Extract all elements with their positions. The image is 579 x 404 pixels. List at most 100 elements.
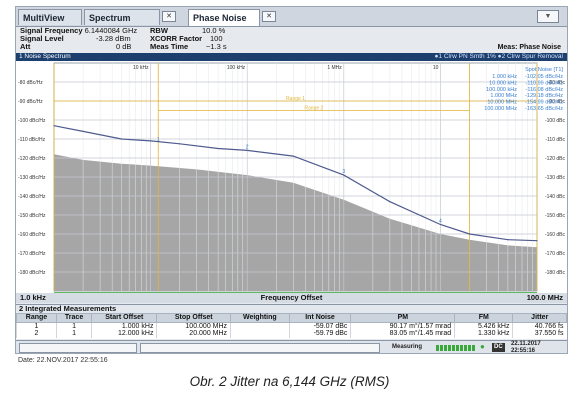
y-tick-label: -110 dBc/Hz bbox=[18, 137, 46, 143]
spot-noise-offset: 100.000 MHz bbox=[484, 106, 517, 112]
x-tick-label: 10 kHz bbox=[133, 65, 149, 71]
y-tick-label-right: -120 dBc bbox=[545, 156, 566, 162]
trace-point bbox=[150, 140, 152, 142]
rbw-value: 10.0 % bbox=[202, 26, 226, 35]
trace-point bbox=[292, 155, 294, 157]
trace-point-label: 4 bbox=[439, 219, 442, 225]
meas-time-value: ~1.3 s bbox=[206, 42, 227, 51]
x-tick-label: 100 kHz bbox=[227, 65, 246, 71]
spot-noise-value: -154.99 dBc/Hz bbox=[525, 100, 563, 106]
diagram-title: 1 Noise Spectrum bbox=[19, 53, 71, 60]
close-icon[interactable]: ✕ bbox=[262, 11, 276, 22]
y-tick-label-right: -110 dBc bbox=[545, 137, 565, 143]
figure-caption: Obr. 2 Jitter na 6,144 GHz (RMS) bbox=[189, 374, 390, 389]
spot-noise-value: -102.05 dBc/Hz bbox=[525, 74, 563, 80]
status-field bbox=[19, 343, 137, 353]
table-cell: 12.000 kHz bbox=[91, 330, 157, 338]
y-tick-label-right: -180 dBc bbox=[545, 270, 566, 276]
table-cell: 5.426 kHz bbox=[454, 322, 513, 330]
col-header: Weighting bbox=[230, 313, 290, 323]
table-cell: 1.330 kHz bbox=[454, 330, 513, 338]
signal-info: Signal Frequency 6.1440084 GHz Signal Le… bbox=[20, 27, 140, 53]
tab-bar: MultiView Spectrum ✕ Phase Noise ✕ ▼ bbox=[16, 7, 567, 27]
activity-icon: ● bbox=[480, 342, 485, 351]
table-cell: -59.07 dBc bbox=[288, 322, 351, 330]
phase-noise-chart: -80 dBc/Hz -80 dBc -90 dBc/Hz -90 dBc -100 d… bbox=[18, 62, 566, 296]
trace-point bbox=[468, 233, 471, 235]
col-header: Jitter bbox=[512, 313, 567, 323]
trace-point bbox=[389, 201, 391, 203]
trace-point bbox=[536, 240, 538, 242]
trace-point-label: 2 bbox=[246, 144, 249, 150]
analyzer-screen: MultiView Spectrum ✕ Phase Noise ✕ ▼ Sig… bbox=[15, 6, 568, 354]
spot-noise-value: -116.08 dBc/Hz bbox=[525, 87, 563, 93]
y-tick-label: -160 dBc/Hz bbox=[18, 232, 46, 238]
integrated-title: 2 Integrated Measurements bbox=[16, 305, 567, 313]
table-cell: 20.000 MHz bbox=[156, 330, 231, 338]
col-header: Start Offset bbox=[91, 313, 158, 323]
y-tick-label: -170 dBc/Hz bbox=[18, 251, 46, 257]
y-tick-label: -80 dBc/Hz bbox=[18, 80, 43, 86]
range-marker-label: Range 1 bbox=[286, 96, 305, 102]
trace-point bbox=[120, 138, 123, 140]
x-stop-label: 100.0 MHz bbox=[526, 293, 563, 302]
tab-phase-noise[interactable]: Phase Noise bbox=[188, 9, 260, 26]
integrated-measurements: 2 Integrated Measurements Range Trace St… bbox=[16, 304, 567, 339]
table-cell bbox=[230, 322, 290, 330]
trace-point bbox=[343, 174, 345, 176]
signal-level-value: -3.28 dBm bbox=[96, 34, 131, 43]
date-line: Date: 22.NOV.2017 22:55:16 bbox=[18, 357, 108, 364]
spot-noise-offset: 100.000 kHz bbox=[486, 87, 517, 93]
table-row[interactable]: 1 1 1.000 kHz 100.000 MHz -59.07 dBc 90.… bbox=[16, 322, 567, 330]
col-header: PM bbox=[350, 313, 456, 323]
table-cell bbox=[230, 330, 290, 338]
status-field bbox=[140, 343, 380, 353]
signal-frequency-label: Signal Frequency bbox=[20, 26, 83, 35]
spot-noise-value: -163.65 dBc/Hz bbox=[525, 106, 563, 112]
y-tick-label-right: -80 dBc bbox=[548, 80, 566, 86]
range-marker-label: Range 2 bbox=[304, 106, 323, 112]
trace-point bbox=[439, 223, 441, 226]
y-tick-label-right: -170 dBc bbox=[545, 251, 566, 257]
trace-point bbox=[217, 147, 219, 150]
table-cell: -59.79 dBc bbox=[288, 330, 351, 338]
spot-noise-offset: 1.000 MHz bbox=[490, 93, 517, 99]
tab-multiview[interactable]: MultiView bbox=[18, 9, 82, 25]
trace-point-label: 3 bbox=[342, 169, 345, 175]
table-cell: 90.17 m°/1.57 mrad bbox=[350, 322, 455, 330]
spot-noise-value: -110.99 dBc/Hz bbox=[525, 80, 563, 86]
table-cell: 2 bbox=[16, 330, 57, 338]
noise-floor-area bbox=[54, 154, 537, 291]
y-tick-label-right: -100 dBc bbox=[545, 118, 566, 124]
spot-noise-title: Spot Noise [T1] bbox=[525, 67, 563, 73]
signal-frequency-value: 6.1440084 GHz bbox=[84, 26, 138, 35]
phase-noise-trace bbox=[53, 125, 538, 242]
trace-point bbox=[53, 125, 55, 127]
y-tick-label: -120 dBc/Hz bbox=[18, 156, 46, 162]
y-tick-label-right: -130 dBc bbox=[545, 175, 566, 181]
chevron-down-icon[interactable]: ▼ bbox=[537, 10, 559, 23]
y-tick-label: -140 dBc/Hz bbox=[18, 194, 46, 200]
y-tick-label: -130 dBc/Hz bbox=[18, 175, 46, 181]
spot-noise-offset: 10.000 kHz bbox=[489, 80, 517, 86]
xcorr-value: 100 bbox=[210, 34, 223, 43]
y-tick-label: -150 dBc/Hz bbox=[18, 213, 46, 219]
table-header-row: Range Trace Start Offset Stop Offset Wei… bbox=[16, 313, 567, 323]
y-tick-label: -90 dBc/Hz bbox=[18, 99, 43, 105]
spot-noise-value: -129.18 dBc/Hz bbox=[525, 93, 563, 99]
table-cell: 1 bbox=[55, 330, 92, 338]
phase-noise-plot[interactable]: -80 dBc/Hz -80 dBc -90 dBc/Hz -90 dBc -100 d… bbox=[16, 61, 567, 297]
tab-spectrum[interactable]: Spectrum bbox=[84, 9, 160, 25]
integrated-table: Range Trace Start Offset Stop Offset Wei… bbox=[16, 313, 567, 338]
x-start-label: 1.0 kHz bbox=[20, 293, 46, 302]
y-tick-label-right: -90 dBc bbox=[548, 99, 566, 105]
trace-point bbox=[507, 239, 509, 241]
meas-time-label: Meas Time bbox=[150, 42, 189, 51]
table-row[interactable]: 2 1 12.000 kHz 20.000 MHz -59.79 dBc 83.… bbox=[16, 330, 567, 338]
x-center-label: Frequency Offset bbox=[260, 293, 323, 302]
close-icon[interactable]: ✕ bbox=[162, 11, 176, 22]
trace-point-label: 1 bbox=[157, 137, 160, 143]
spot-noise-offset: 10.000 MHz bbox=[487, 100, 517, 106]
y-tick-label-right: -160 dBc bbox=[545, 232, 566, 238]
status-time: 22:55:16 bbox=[511, 347, 536, 354]
